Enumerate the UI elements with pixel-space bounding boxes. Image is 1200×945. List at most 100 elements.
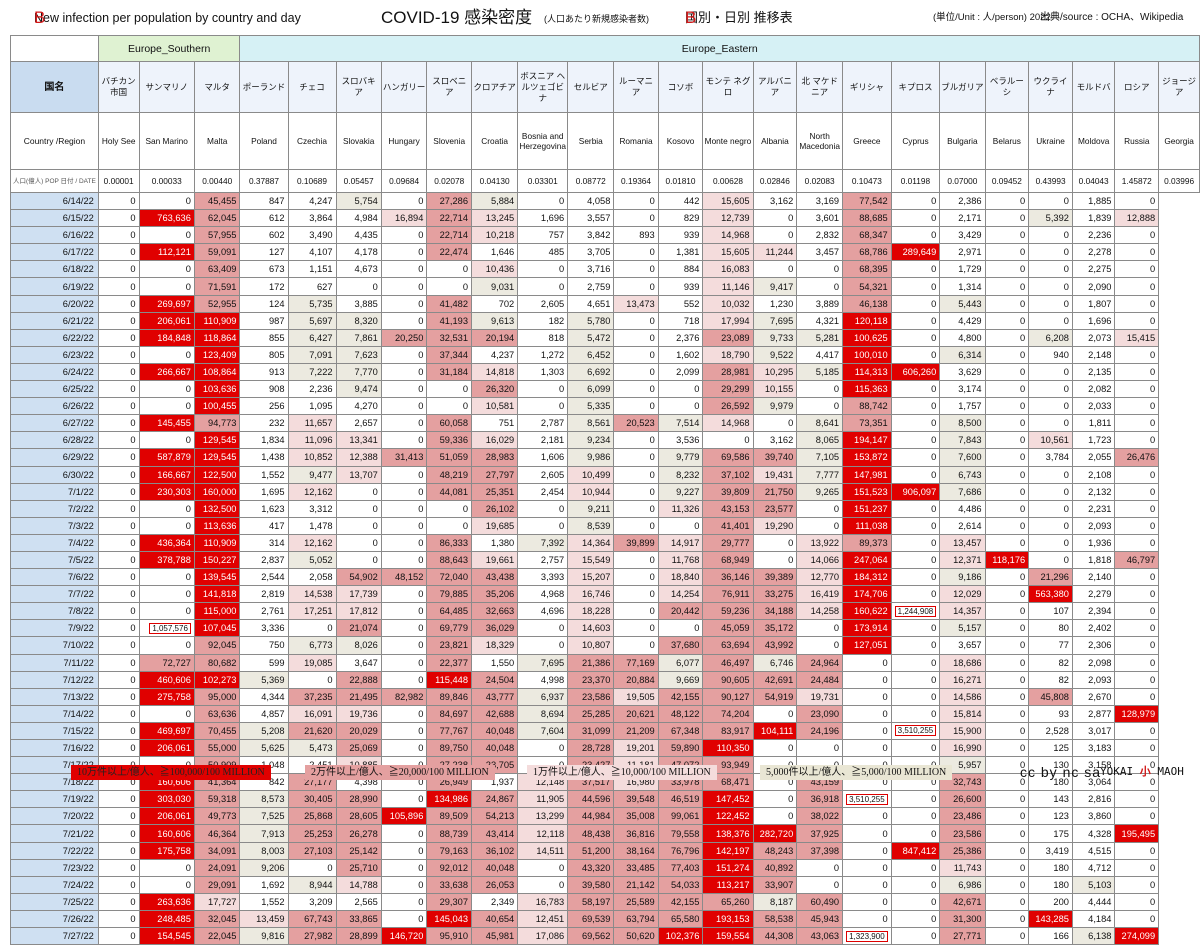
value-cell: 6,208 xyxy=(1028,328,1073,347)
value-cell: 68,786 xyxy=(842,243,892,262)
value-cell: 27,286 xyxy=(426,191,473,211)
value-cell: 0 xyxy=(97,824,140,843)
value-cell: 88,685 xyxy=(842,209,892,228)
country-en: Monte negro xyxy=(702,112,754,170)
table-row: 7/24/22 0 0 29,091 1,692 8,944 14,788 0 33,638 26… xyxy=(10,875,1200,894)
value-cell: 0 xyxy=(1028,533,1073,552)
value-cell: 4,247 xyxy=(287,191,337,211)
value-cell: 151,274 xyxy=(702,858,754,877)
country-en: Cyprus xyxy=(890,112,941,170)
value-cell: 16,746 xyxy=(567,585,615,604)
value-cell: 73,351 xyxy=(842,414,892,433)
value-cell: 2,033 xyxy=(1071,397,1116,416)
table-row: 6/25/22 0 0 103,636 908 2,236 9,474 0 0 26,320 0 6,… xyxy=(10,380,1200,399)
value-cell: 0 xyxy=(613,465,659,484)
date-cell: 7/8/22 xyxy=(10,602,99,621)
value-cell: 0 xyxy=(1114,465,1160,484)
value-cell: 94,773 xyxy=(193,414,241,433)
value-cell: 27,103 xyxy=(287,841,337,860)
value-cell: 6,937 xyxy=(517,687,569,706)
value-cell: 24,484 xyxy=(796,670,844,689)
value-cell: 59,091 xyxy=(193,243,241,262)
value-cell: 0 xyxy=(890,431,941,450)
value-cell: 5,335 xyxy=(567,397,615,416)
value-cell: 0 xyxy=(1114,516,1160,535)
value-cell: 6,077 xyxy=(657,653,704,672)
value-cell: 25,351 xyxy=(471,482,519,501)
value-cell: 110,350 xyxy=(702,738,754,758)
value-cell: 0 xyxy=(380,243,428,262)
value-cell: 0 xyxy=(984,619,1030,638)
value-cell: 0 xyxy=(890,858,941,877)
value-cell: 0 xyxy=(380,499,428,518)
value-cell: 21,620 xyxy=(287,721,337,741)
date-cell: 7/21/22 xyxy=(10,824,99,843)
value-cell: 0 xyxy=(1028,260,1073,279)
value-cell: 23,577 xyxy=(752,499,798,518)
population-value: 0.01810 xyxy=(657,169,704,193)
population-value: 0.37887 xyxy=(239,169,289,193)
header: New infection per population by country … xyxy=(8,3,1194,33)
value-cell: 0 xyxy=(138,516,195,535)
value-cell: 0 xyxy=(984,311,1030,330)
value-cell: 0 xyxy=(97,191,140,211)
value-cell: 13,707 xyxy=(335,465,382,484)
value-cell: 3,393 xyxy=(517,568,569,587)
value-cell: 10,032 xyxy=(702,294,754,313)
value-cell: 0 xyxy=(984,209,1030,228)
value-cell: 107,045 xyxy=(193,619,241,638)
value-cell: 0 xyxy=(1114,619,1160,638)
value-cell: 60,058 xyxy=(426,414,473,433)
value-cell: 0 xyxy=(984,482,1030,501)
country-en: Romania xyxy=(613,112,659,170)
country-jp: ギリシャ xyxy=(842,61,892,113)
country-en: Albania xyxy=(752,112,798,170)
value-cell: 134,986 xyxy=(426,790,473,809)
value-cell: 3,716 xyxy=(567,260,615,279)
value-cell: 54,033 xyxy=(657,875,704,894)
value-cell: 7,695 xyxy=(517,653,569,672)
value-cell: 43,992 xyxy=(752,636,798,655)
value-cell: 74,204 xyxy=(702,704,754,723)
value-cell: 113,217 xyxy=(702,875,754,894)
value-cell: 102,376 xyxy=(657,927,704,945)
country-jp: ボスニア ヘルツェゴビナ xyxy=(517,61,569,113)
value-cell: 0 xyxy=(1114,243,1160,262)
value-cell: 303,030 xyxy=(138,790,195,809)
value-cell: 0 xyxy=(890,585,941,604)
value-cell: 2,073 xyxy=(1071,328,1116,347)
value-cell: 17,994 xyxy=(702,311,754,330)
value-cell: 0 xyxy=(1114,721,1160,741)
date-cell: 6/20/22 xyxy=(10,294,99,313)
value-cell: 4,321 xyxy=(796,311,844,330)
value-cell: 7,686 xyxy=(939,482,986,501)
value-cell: 7,843 xyxy=(939,431,986,450)
value-cell: 23,089 xyxy=(702,328,754,347)
value-cell: 3,705 xyxy=(567,243,615,262)
value-cell: 0 xyxy=(380,721,428,741)
value-cell: 2,877 xyxy=(1071,704,1116,723)
value-cell: 0 xyxy=(613,191,659,211)
country-en: Malta xyxy=(193,112,241,170)
value-cell: 3,842 xyxy=(567,226,615,245)
value-cell: 3,629 xyxy=(939,362,986,382)
value-cell: 0 xyxy=(984,568,1030,587)
value-cell: 17,727 xyxy=(193,892,241,911)
value-cell: 0 xyxy=(97,585,140,604)
value-cell: 0 xyxy=(752,704,798,723)
value-cell: 1,606 xyxy=(517,448,569,467)
value-cell: 58,197 xyxy=(567,892,615,911)
value-cell: 0 xyxy=(97,397,140,416)
value-cell: 0 xyxy=(426,516,473,535)
value-cell: 10,436 xyxy=(471,260,519,279)
value-cell: 35,008 xyxy=(613,807,659,826)
value-cell: 1,807 xyxy=(1071,294,1116,313)
value-cell: 39,580 xyxy=(567,875,615,894)
value-cell: 2,275 xyxy=(1071,260,1116,279)
value-cell: 0 xyxy=(984,909,1030,929)
value-cell: 24,196 xyxy=(796,721,844,741)
value-cell: 15,549 xyxy=(567,550,615,570)
value-cell: 107 xyxy=(1028,602,1073,621)
value-cell: 8,065 xyxy=(796,431,844,450)
value-cell: 20,250 xyxy=(380,328,428,347)
